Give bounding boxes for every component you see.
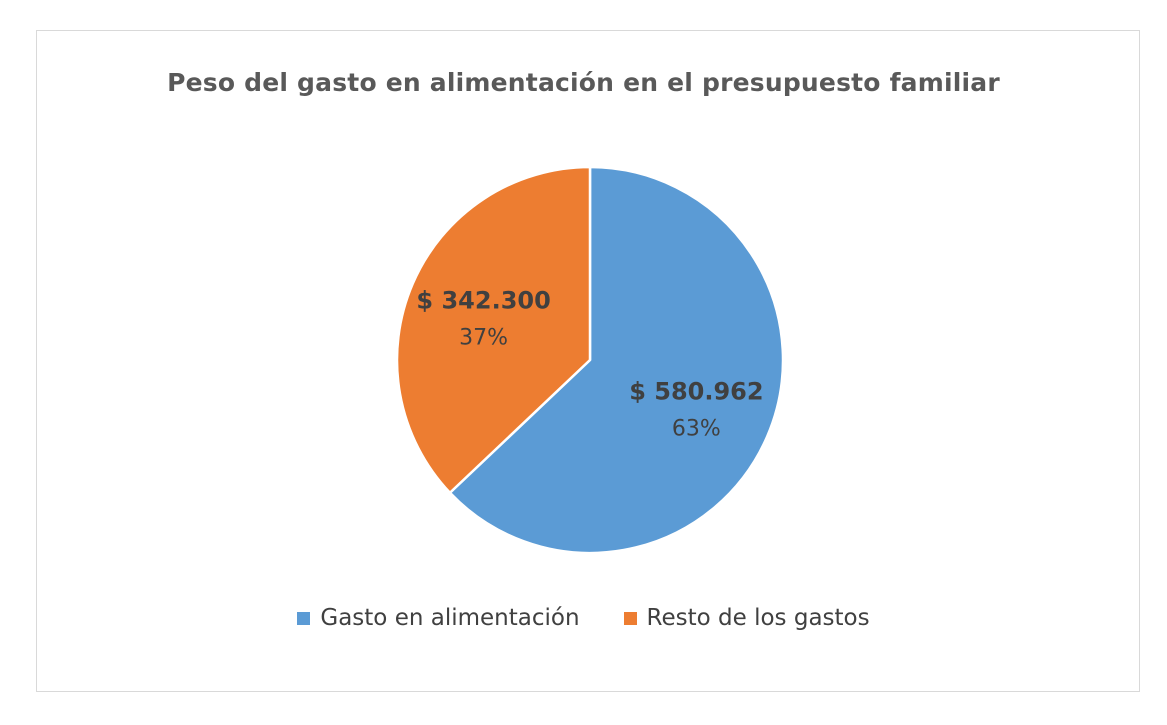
pie-slice-other <box>395 165 592 495</box>
legend-item-other: Resto de los gastos <box>623 605 870 631</box>
legend-label-food: Gasto en alimentación <box>320 605 580 631</box>
slice-value-label-food: $ 580.962 <box>629 378 763 406</box>
pie-slice-food <box>448 165 785 555</box>
legend-swatch-other <box>623 611 637 625</box>
legend-label-other: Resto de los gastos <box>646 605 870 631</box>
legend-item-food: Gasto en alimentación <box>297 605 580 631</box>
slice-percent-label-food: 63% <box>672 417 721 442</box>
legend: Gasto en alimentación Resto de los gasto… <box>0 605 1167 631</box>
slice-percent-label-other: 37% <box>459 325 508 350</box>
chart-title: Peso del gasto en alimentación en el pre… <box>167 68 1000 97</box>
slice-value-label-other: $ 342.300 <box>416 286 550 314</box>
legend-swatch-food <box>297 611 311 625</box>
